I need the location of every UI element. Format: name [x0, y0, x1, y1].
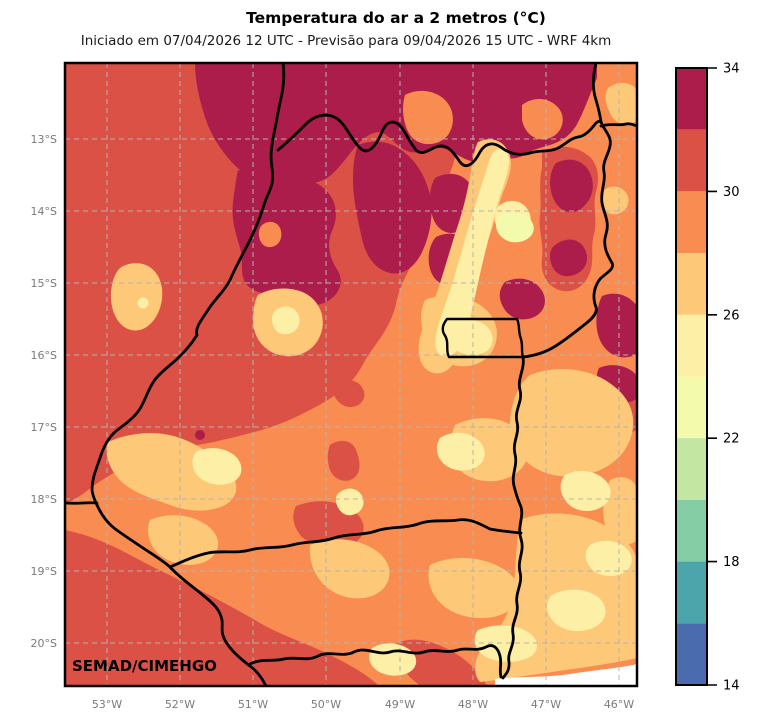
x-tick-label: 46°W: [604, 698, 634, 711]
x-axis: 53°W 52°W 51°W 50°W 49°W 48°W 47°W 46°W: [92, 698, 634, 711]
colorbar-band: [676, 253, 707, 315]
y-tick-label: 20°S: [31, 637, 57, 650]
x-tick-label: 51°W: [238, 698, 268, 711]
page-title: Temperatura do ar a 2 metros (°C): [246, 9, 546, 27]
agency-watermark: SEMAD/CIMEHGO: [72, 657, 217, 675]
temp-region: [550, 239, 588, 277]
temp-region: [585, 540, 632, 577]
temp-region: [195, 63, 597, 194]
state-border-north: [276, 113, 603, 167]
temp-region: [474, 625, 537, 662]
model-domain-edge: [495, 664, 637, 686]
colorbar-tick-label: 18: [723, 555, 740, 570]
temp-region: [403, 90, 453, 145]
temp-region: [499, 278, 545, 320]
temp-region: [435, 149, 510, 357]
x-tick-label: 47°W: [531, 698, 561, 711]
state-border-south-river: [168, 565, 268, 686]
colorbar-band: [676, 129, 707, 192]
colorbar-tick-label: 26: [723, 308, 740, 323]
temp-region: [232, 170, 341, 306]
colorbar-band: [676, 191, 707, 254]
temp-region: [309, 539, 390, 599]
state-border-west: [90, 63, 286, 507]
state-border-south: [168, 518, 523, 569]
temp-region: [353, 141, 432, 274]
y-tick-label: 19°S: [31, 565, 57, 578]
temp-region: [192, 448, 242, 485]
temp-region: [448, 319, 493, 356]
temp-region: [392, 639, 487, 686]
y-axis: 13°S 14°S 15°S 16°S 17°S 18°S 19°S 20°S: [31, 133, 57, 650]
colorbar-band: [676, 68, 707, 130]
y-tick-label: 17°S: [31, 421, 57, 434]
temp-region: [110, 263, 163, 331]
colorbar-band: [676, 314, 707, 377]
colorbar-tick-label: 22: [723, 432, 740, 447]
temp-region: [605, 82, 637, 125]
temp-region: [550, 159, 593, 213]
state-border-northeast-vertical: [591, 63, 603, 124]
temp-region: [148, 515, 219, 565]
x-tick-label: 48°W: [458, 698, 488, 711]
temp-region: [546, 589, 606, 632]
colorbar-tick-label: 34: [723, 62, 740, 77]
x-tick-label: 53°W: [92, 698, 122, 711]
temp-region: [65, 530, 379, 686]
x-tick-label: 50°W: [311, 698, 341, 711]
state-border-rio-grande: [248, 644, 503, 679]
temp-region: [333, 379, 365, 408]
temp-region: [336, 488, 364, 516]
temp-region: [428, 557, 520, 619]
temp-region: [272, 306, 300, 335]
state-border-northeast-spur: [599, 122, 637, 128]
colorbar-band: [676, 499, 707, 562]
y-tick-label: 15°S: [31, 277, 57, 290]
colorbar-outline: [675, 67, 708, 686]
temp-region: [596, 293, 637, 358]
x-tick-label: 52°W: [165, 698, 195, 711]
temp-regions-32-34: [195, 63, 637, 440]
distrito-federal-boundary: [441, 317, 525, 359]
temp-region: [509, 368, 634, 477]
page-subtitle: Iniciado em 07/04/2026 12 UTC - Previsão…: [80, 33, 612, 49]
colorbar-band: [676, 623, 707, 685]
y-tick-label: 18°S: [31, 493, 57, 506]
colorbar-ticks: [707, 67, 717, 686]
state-border-east: [501, 120, 614, 680]
colorbar-band: [676, 376, 707, 439]
temp-region: [603, 477, 637, 545]
map-field: [65, 63, 637, 686]
state-border-west-spur: [65, 501, 99, 505]
temp-region: [327, 440, 360, 481]
map-frame: [63, 61, 639, 688]
colorbar: 34 30 26 22 18 14: [675, 62, 740, 694]
state-borders: [65, 63, 637, 686]
x-tick-label: 49°W: [385, 698, 415, 711]
temp-region: [137, 297, 149, 309]
temp-region-22-24: [496, 212, 534, 243]
colorbar-band: [676, 438, 707, 500]
temp-regions-28-30-patches: [258, 90, 563, 248]
temp-region: [522, 98, 563, 140]
colorbar-band: [676, 561, 707, 624]
y-tick-label: 13°S: [31, 133, 57, 146]
state-border-southwest: [95, 503, 172, 569]
temp-region: [600, 186, 629, 215]
temp-region: [195, 430, 205, 440]
y-tick-label: 16°S: [31, 349, 57, 362]
y-tick-label: 14°S: [31, 205, 57, 218]
colorbar-tick-label: 14: [723, 679, 740, 694]
temp-region: [258, 221, 282, 248]
temp-region: [560, 470, 611, 512]
colorbar-tick-label: 30: [723, 185, 740, 200]
